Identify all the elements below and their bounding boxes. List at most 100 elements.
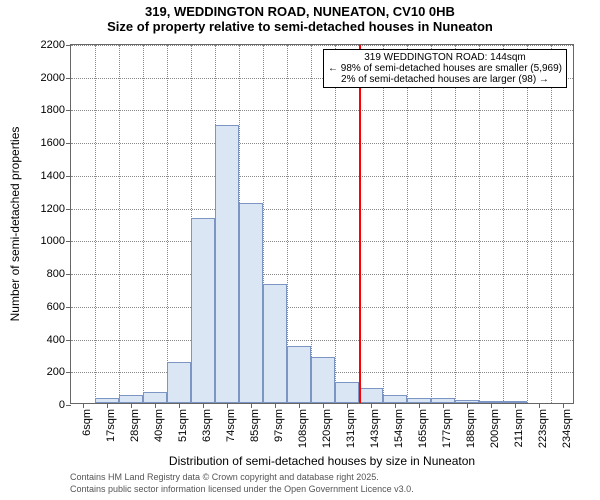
y-tick-label: 600 — [47, 301, 71, 313]
grid-line-v — [119, 45, 120, 403]
x-tick-label: 40sqm — [153, 409, 165, 442]
y-tick-label: 1000 — [41, 235, 71, 247]
y-tick-label: 1800 — [41, 104, 71, 116]
grid-line-v — [407, 45, 408, 403]
x-tick-label: 74sqm — [225, 409, 237, 442]
x-tick-label: 85sqm — [249, 409, 261, 442]
grid-line-h — [71, 340, 573, 341]
x-tick-mark — [131, 403, 132, 408]
annotation-line: 319 WEDDINGTON ROAD: 144sqm — [328, 52, 562, 63]
grid-line-h — [71, 110, 573, 111]
histogram-bar — [239, 203, 263, 403]
histogram-bar — [215, 125, 239, 403]
x-tick-mark — [347, 403, 348, 408]
grid-line-h — [71, 274, 573, 275]
y-tick-label: 0 — [59, 399, 71, 411]
grid-line-v — [527, 45, 528, 403]
y-tick-label: 800 — [47, 268, 71, 280]
x-tick-label: 6sqm — [81, 409, 93, 436]
y-tick-label: 400 — [47, 334, 71, 346]
chart-container: 319, WEDDINGTON ROAD, NUNEATON, CV10 0HB… — [0, 0, 600, 500]
grid-line-v — [311, 45, 312, 403]
x-tick-label: 211sqm — [513, 409, 525, 447]
grid-line-h — [71, 307, 573, 308]
x-tick-label: 165sqm — [417, 409, 429, 448]
histogram-bar — [167, 362, 191, 403]
grid-line-h — [71, 241, 573, 242]
x-tick-label: 51sqm — [177, 409, 189, 442]
y-tick-label: 1200 — [41, 203, 71, 215]
x-tick-mark — [515, 403, 516, 408]
x-tick-label: 234sqm — [561, 409, 573, 448]
y-tick-label: 2000 — [41, 72, 71, 84]
histogram-bar — [287, 346, 311, 403]
marker-line — [359, 45, 361, 403]
x-tick-label: 63sqm — [201, 409, 213, 442]
grid-line-v — [479, 45, 480, 403]
x-tick-label: 28sqm — [129, 409, 141, 442]
x-tick-mark — [107, 403, 108, 408]
histogram-bar — [335, 382, 359, 403]
x-tick-mark — [467, 403, 468, 408]
grid-line-h — [71, 209, 573, 210]
x-tick-mark — [419, 403, 420, 408]
x-tick-label: 177sqm — [441, 409, 453, 448]
footer-line-1: Contains HM Land Registry data © Crown c… — [70, 472, 379, 482]
histogram-bar — [263, 284, 287, 403]
title-line-2: Size of property relative to semi-detach… — [0, 19, 600, 34]
grid-line-v — [335, 45, 336, 403]
annotation-box: 319 WEDDINGTON ROAD: 144sqm← 98% of semi… — [323, 49, 567, 88]
x-axis-label: Distribution of semi-detached houses by … — [169, 454, 475, 468]
y-tick-label: 1600 — [41, 137, 71, 149]
x-tick-label: 223sqm — [537, 409, 549, 448]
x-tick-label: 188sqm — [465, 409, 477, 448]
x-tick-label: 17sqm — [105, 409, 117, 442]
grid-line-v — [503, 45, 504, 403]
histogram-bar — [143, 392, 167, 403]
grid-line-v — [143, 45, 144, 403]
x-tick-mark — [563, 403, 564, 408]
histogram-bar — [311, 357, 335, 403]
x-tick-mark — [179, 403, 180, 408]
x-tick-mark — [539, 403, 540, 408]
grid-line-v — [455, 45, 456, 403]
y-tick-label: 2200 — [41, 39, 71, 51]
x-tick-mark — [275, 403, 276, 408]
plot-area: 0200400600800100012001400160018002000220… — [70, 44, 574, 404]
x-tick-label: 131sqm — [345, 409, 357, 448]
histogram-bar — [191, 218, 215, 403]
y-tick-label: 1400 — [41, 170, 71, 182]
footer-line-2: Contains public sector information licen… — [70, 484, 414, 494]
x-tick-label: 143sqm — [369, 409, 381, 448]
grid-line-h — [71, 176, 573, 177]
x-tick-mark — [491, 403, 492, 408]
grid-line-h — [71, 45, 573, 46]
x-tick-mark — [227, 403, 228, 408]
x-tick-label: 120sqm — [321, 409, 333, 448]
x-tick-label: 97sqm — [273, 409, 285, 442]
x-tick-mark — [371, 403, 372, 408]
histogram-bar — [359, 388, 383, 403]
x-tick-mark — [251, 403, 252, 408]
x-tick-label: 108sqm — [297, 409, 309, 448]
grid-line-v — [551, 45, 552, 403]
grid-line-v — [95, 45, 96, 403]
title-block: 319, WEDDINGTON ROAD, NUNEATON, CV10 0HB… — [0, 4, 600, 34]
annotation-line: 2% of semi-detached houses are larger (9… — [328, 74, 562, 85]
y-tick-label: 200 — [47, 366, 71, 378]
grid-line-v — [167, 45, 168, 403]
grid-line-v — [383, 45, 384, 403]
histogram-bar — [383, 395, 407, 403]
grid-line-v — [431, 45, 432, 403]
histogram-bar — [119, 395, 143, 403]
x-tick-mark — [395, 403, 396, 408]
x-tick-mark — [203, 403, 204, 408]
x-tick-mark — [83, 403, 84, 408]
x-tick-mark — [323, 403, 324, 408]
grid-line-h — [71, 143, 573, 144]
x-tick-mark — [443, 403, 444, 408]
y-axis-label: Number of semi-detached properties — [8, 127, 22, 322]
x-tick-mark — [155, 403, 156, 408]
x-tick-mark — [299, 403, 300, 408]
annotation-line: ← 98% of semi-detached houses are smalle… — [328, 63, 562, 74]
